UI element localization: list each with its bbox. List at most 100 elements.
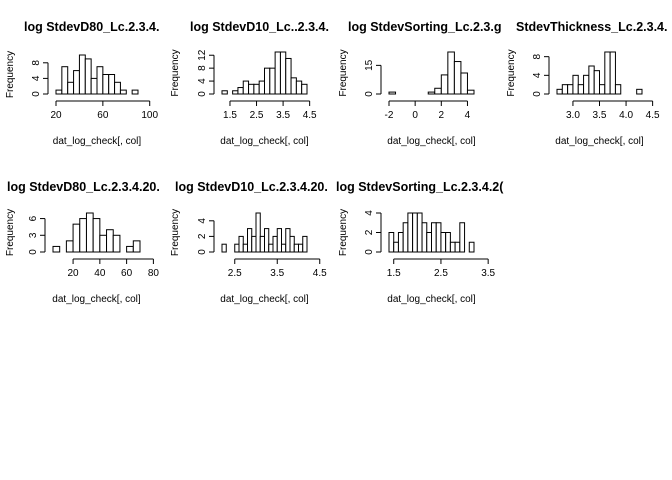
histogram-bar: [572, 74, 579, 95]
histogram-bar: [247, 228, 253, 253]
x-tick-label: 0: [412, 110, 418, 121]
x-tick-label: 4: [465, 110, 471, 121]
y-tick-label: 8: [532, 53, 543, 59]
y-axis-label: Frequency: [338, 209, 349, 256]
histogram-panel: log StdevD10_Lc..2.3.4. 1.5 2.5 3.5 4.5 0 4 8 12…: [170, 20, 329, 147]
histogram-bar: [435, 222, 442, 253]
x-tick-label: 20: [50, 110, 62, 121]
x-axis-label: dat_log_check[, col]: [220, 294, 309, 305]
x-tick-label: 20: [68, 268, 80, 279]
x-tick-label: -2: [385, 110, 394, 121]
histogram-bar: [416, 212, 423, 253]
histogram-bar: [583, 74, 590, 95]
histogram-bar: [274, 51, 281, 95]
histogram-bar: [285, 228, 291, 253]
x-tick-label: 4.0: [619, 110, 633, 121]
histogram-bar: [85, 212, 94, 253]
x-axis-label: dat_log_check[, col]: [52, 294, 141, 305]
x-tick-label: 3.0: [566, 110, 580, 121]
histogram-bar: [221, 90, 228, 95]
y-tick-label: 0: [532, 91, 543, 97]
histogram-bar: [440, 74, 449, 95]
histogram-bar: [593, 70, 600, 95]
histogram-bar: [255, 212, 261, 253]
histogram-bar: [402, 222, 409, 253]
histogram-bar: [397, 232, 404, 253]
x-tick-label: 3.5: [481, 268, 495, 279]
histogram-bar: [73, 70, 80, 95]
y-tick-label: 4: [197, 218, 208, 224]
histogram-bar: [460, 72, 468, 95]
histogram-bar: [449, 241, 456, 253]
chart-title: log StdevD10_Lc..2.3.4.: [190, 20, 329, 34]
histogram-bar: [293, 243, 299, 253]
histogram-bar: [84, 58, 92, 95]
y-tick-label: 3: [28, 232, 39, 238]
histogram-bar: [242, 80, 250, 95]
x-tick-label: 2.5: [250, 110, 264, 121]
y-tick-label: 12: [197, 49, 208, 61]
histogram-bar: [281, 243, 287, 253]
x-tick-label: 4.5: [313, 268, 327, 279]
histogram-bar: [468, 241, 475, 253]
y-tick-label: 8: [31, 60, 42, 66]
y-tick-label: 4: [31, 75, 42, 81]
histogram-bar: [289, 235, 295, 253]
chart-title: StdevThickness_Lc.2.3.4.: [516, 20, 667, 34]
histogram-bar: [242, 243, 248, 253]
histogram-bar: [126, 245, 134, 253]
histogram-bar: [459, 222, 466, 253]
histogram-bar: [636, 88, 643, 95]
x-tick-label: 2.5: [228, 268, 242, 279]
x-tick-label: 1.5: [387, 268, 401, 279]
histogram-bar: [295, 80, 303, 95]
y-tick-label: 8: [197, 65, 208, 71]
x-tick-label: 3.5: [593, 110, 607, 121]
histogram-bar: [388, 91, 397, 95]
histogram-bar: [301, 83, 308, 95]
histogram-bar: [272, 235, 278, 253]
histogram-bar: [52, 245, 61, 253]
chart-title: log StdevSorting_Lc.2.3.4.2(: [336, 180, 504, 194]
histogram-bar: [302, 235, 308, 253]
histogram-bar: [112, 234, 121, 253]
histogram-bar: [131, 89, 139, 95]
histogram-bar: [577, 84, 585, 95]
histogram-bar: [426, 232, 432, 253]
histogram-panel: log StdevD10_Lc.2.3.4.20. 2.5 3.5 4.5 0 2 4 dat…: [170, 180, 328, 305]
histogram-bar: [431, 222, 437, 253]
y-tick-label: 2: [364, 229, 375, 235]
histogram-panel: log StdevD80_Lc.2.3.4. 20 60 100 0 4 8 dat_log_…: [5, 20, 159, 147]
histogram-panel: log StdevSorting_Lc.2.3.g -2 0 2 4 0 15 dat_log…: [338, 20, 502, 147]
histogram-bar: [72, 223, 81, 253]
histogram-bar: [561, 84, 569, 95]
histogram-bar: [614, 84, 622, 95]
chart-title: log StdevD10_Lc.2.3.4.20.: [175, 180, 328, 194]
x-tick-label: 4.5: [303, 110, 317, 121]
histogram-bar: [55, 89, 63, 95]
histogram-bar: [556, 88, 563, 95]
histogram-bar: [264, 67, 271, 95]
histogram-bar: [61, 66, 69, 95]
y-tick-label: 4: [532, 72, 543, 78]
x-tick-label: 2: [439, 110, 445, 121]
histogram-bar: [447, 51, 455, 95]
histogram-bar: [453, 61, 462, 95]
x-tick-label: 80: [148, 268, 160, 279]
y-axis-label: Frequency: [5, 209, 16, 256]
histogram-bar: [421, 222, 428, 253]
histogram-bar: [78, 54, 86, 95]
histogram-bar: [221, 243, 227, 253]
histogram-bar: [232, 90, 239, 95]
histogram-bar: [132, 240, 141, 253]
histogram-bar: [114, 81, 121, 95]
histogram-bar: [279, 51, 287, 95]
x-axis-label: dat_log_check[, col]: [555, 136, 644, 147]
histogram-bar: [609, 51, 616, 95]
y-tick-label: 6: [28, 215, 39, 221]
x-axis-label: dat_log_check[, col]: [387, 294, 476, 305]
x-axis-label: dat_log_check[, col]: [53, 136, 142, 147]
histogram-panel: log StdevD80_Lc.2.3.4.20. 20 40 60 80 0 3 6 dat_…: [5, 180, 160, 305]
histogram-bar: [119, 89, 127, 95]
